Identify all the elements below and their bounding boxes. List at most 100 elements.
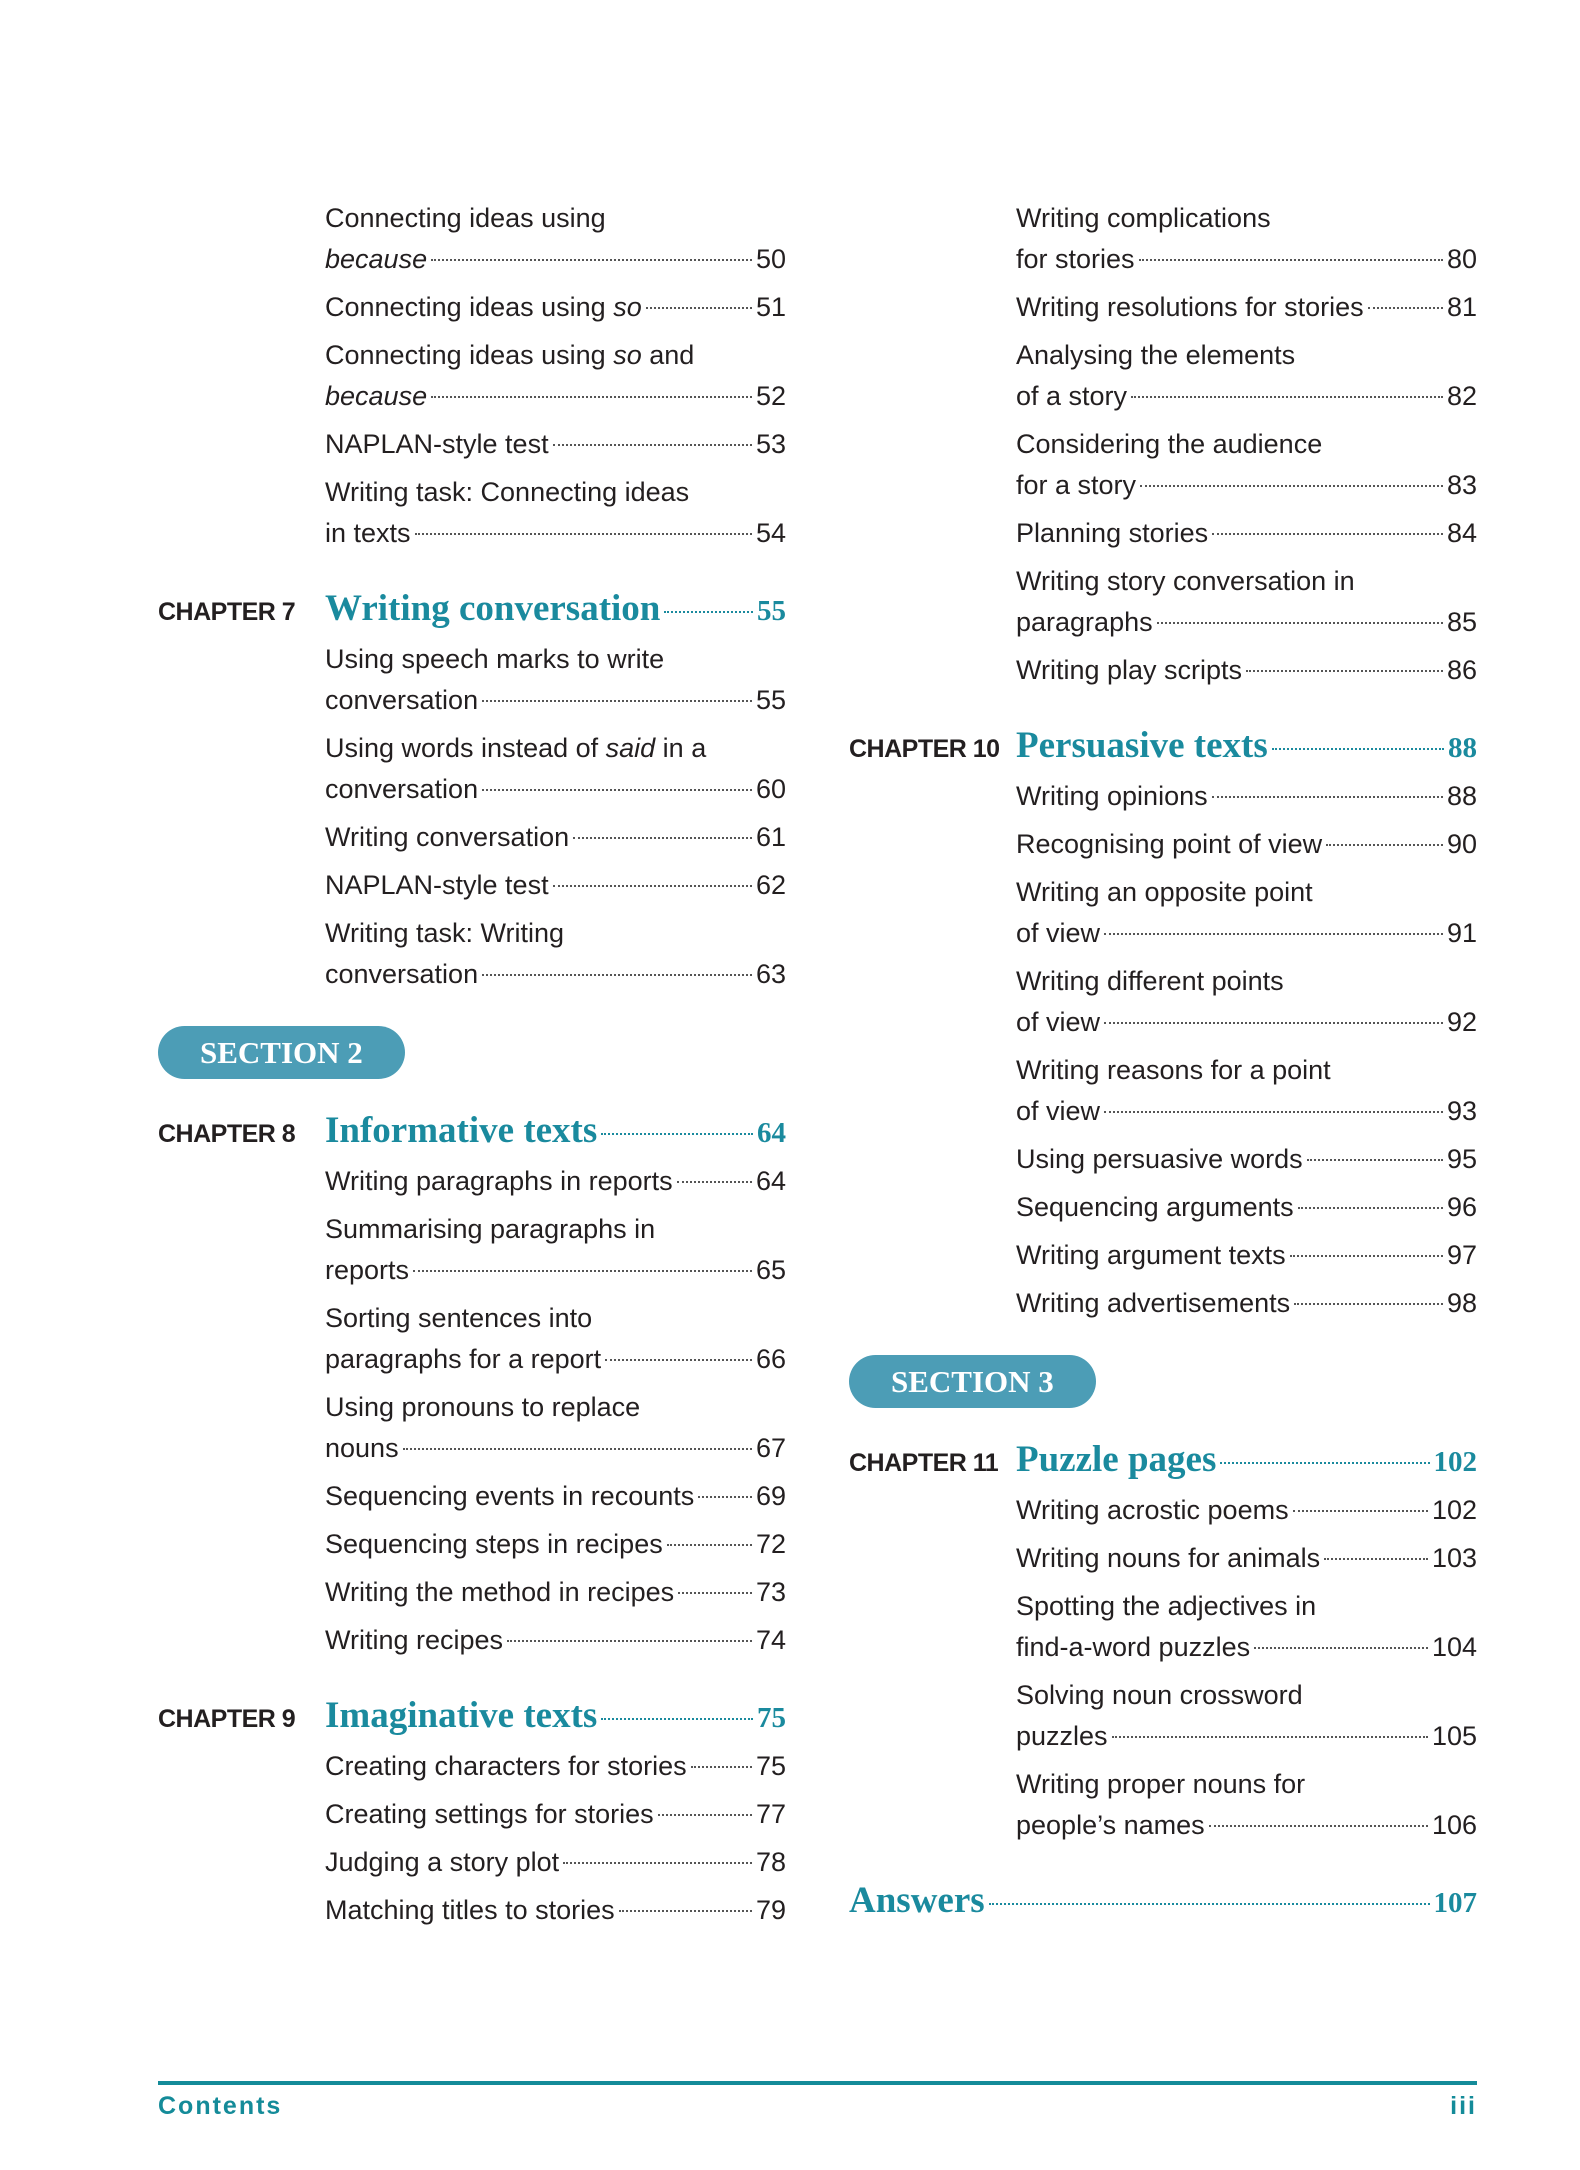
- chapter-heading[interactable]: CHAPTER 11 Puzzle pages 102: [849, 1435, 1477, 1485]
- toc-entry-line: Creating characters for stories 75: [325, 1746, 786, 1787]
- toc-entry[interactable]: Writing the method in recipes 73: [325, 1572, 786, 1613]
- toc-entry[interactable]: Writing recipes 74: [325, 1620, 786, 1661]
- chapter-heading[interactable]: CHAPTER 9 Imaginative texts 75: [158, 1691, 786, 1741]
- toc-entry[interactable]: Writing an opposite point of view 91: [1016, 872, 1477, 954]
- text-segment: so: [613, 292, 642, 322]
- toc-entry-line: Writing task: Connecting ideas: [325, 472, 786, 513]
- page-number: 50: [755, 244, 786, 274]
- toc-entry[interactable]: Spotting the adjectives in find-a-word pu…: [1016, 1586, 1477, 1668]
- toc-entry[interactable]: Writing paragraphs in reports 64: [325, 1161, 786, 1202]
- toc-entry[interactable]: Analysing the elements of a story 82: [1016, 335, 1477, 417]
- page-number: 53: [755, 429, 786, 459]
- text-segment: Sequencing events in recounts: [325, 1481, 695, 1511]
- toc-entry[interactable]: Writing acrostic poems 102: [1016, 1490, 1477, 1531]
- toc-entry-line: because 50: [325, 239, 786, 280]
- toc-entry-text: for stories: [1016, 239, 1135, 280]
- page-number: 81: [1446, 292, 1477, 322]
- toc-entry[interactable]: Planning stories 84: [1016, 513, 1477, 554]
- dot-leader: [1211, 796, 1443, 798]
- dot-leader: [573, 837, 752, 839]
- toc-entry-text: reports: [325, 1250, 409, 1291]
- dot-leader: [1140, 485, 1443, 487]
- toc-entry[interactable]: Writing resolutions for stories 81: [1016, 287, 1477, 328]
- toc-entry-text: Recognising point of view: [1016, 824, 1322, 865]
- toc-entry[interactable]: Using persuasive words 95: [1016, 1139, 1477, 1180]
- toc-entry[interactable]: Recognising point of view 90: [1016, 824, 1477, 865]
- chapter-heading[interactable]: CHAPTER 10 Persuasive texts 88: [849, 721, 1477, 771]
- toc-entry[interactable]: Summarising paragraphs in reports 65: [325, 1209, 786, 1291]
- toc-entry[interactable]: Writing story conversation in paragraphs 8…: [1016, 561, 1477, 643]
- toc-entry-line: Writing task: Writing: [325, 913, 786, 954]
- toc-entry[interactable]: Matching titles to stories 79: [325, 1890, 786, 1931]
- toc-entry[interactable]: Writing reasons for a point of view 93: [1016, 1050, 1477, 1132]
- toc-entry[interactable]: Sequencing arguments 96: [1016, 1187, 1477, 1228]
- toc-entry-line: Writing complications: [1016, 198, 1477, 239]
- dot-leader: [605, 1359, 752, 1361]
- page-number: 62: [755, 870, 786, 900]
- toc-entry[interactable]: Writing opinions 88: [1016, 776, 1477, 817]
- dot-leader: [482, 789, 752, 791]
- page-number: 102: [1431, 1495, 1477, 1525]
- text-segment: and: [641, 340, 695, 370]
- dot-leader: [1271, 748, 1444, 750]
- chapter-heading[interactable]: CHAPTER 7 Writing conversation 55: [158, 584, 786, 634]
- toc-entry[interactable]: Writing task: Writing conversation 63: [325, 913, 786, 995]
- toc-entry[interactable]: Solving noun crossword puzzles 105: [1016, 1675, 1477, 1757]
- toc-entry[interactable]: Connecting ideas using so 51: [325, 287, 786, 328]
- toc-entry[interactable]: Writing nouns for animals 103: [1016, 1538, 1477, 1579]
- toc-entry[interactable]: Writing proper nouns for people’s names 10…: [1016, 1764, 1477, 1846]
- toc-entry[interactable]: Using speech marks to write conversation 5…: [325, 639, 786, 721]
- toc-entry[interactable]: NAPLAN-style test 62: [325, 865, 786, 906]
- toc-entry[interactable]: Judging a story plot 78: [325, 1842, 786, 1883]
- toc-entry[interactable]: Writing different points of view 92: [1016, 961, 1477, 1043]
- toc-entry-line: Writing proper nouns for: [1016, 1764, 1477, 1805]
- toc-entry[interactable]: Considering the audience for a story 83: [1016, 424, 1477, 506]
- text-segment: Connecting ideas using: [325, 292, 614, 322]
- toc-entry[interactable]: Writing task: Connecting ideas in texts 54: [325, 472, 786, 554]
- dot-leader: [431, 396, 752, 398]
- toc-entry[interactable]: Writing complications for stories 80: [1016, 198, 1477, 280]
- toc-entry[interactable]: Creating characters for stories 75: [325, 1746, 786, 1787]
- dot-leader: [552, 885, 752, 887]
- toc-right-column: Writing complications for stories 80 Writin…: [849, 191, 1477, 1924]
- toc-entry[interactable]: Writing play scripts 86: [1016, 650, 1477, 691]
- dot-leader: [552, 444, 752, 446]
- page-number: 96: [1446, 1192, 1477, 1222]
- toc-entry[interactable]: Creating settings for stories 77: [325, 1794, 786, 1835]
- toc-entry-line: Writing an opposite point: [1016, 872, 1477, 913]
- toc-entry-text: Writing play scripts: [1016, 650, 1242, 691]
- dot-leader: [1289, 1255, 1443, 1257]
- toc-entry[interactable]: Writing argument texts 97: [1016, 1235, 1477, 1276]
- toc-entry[interactable]: Using pronouns to replace nouns 67: [325, 1387, 786, 1469]
- text-segment: NAPLAN-style test: [325, 870, 549, 900]
- toc-entry[interactable]: Sequencing steps in recipes 72: [325, 1524, 786, 1565]
- toc-entry[interactable]: Using words instead of said in a conversa…: [325, 728, 786, 810]
- toc-entry[interactable]: Connecting ideas using because 50: [325, 198, 786, 280]
- chapter-heading[interactable]: CHAPTER 8 Informative texts 64: [158, 1106, 786, 1156]
- text-segment: because: [325, 381, 428, 411]
- chapter-title: Puzzle pages: [1016, 1439, 1217, 1480]
- toc-entry[interactable]: Writing advertisements 98: [1016, 1283, 1477, 1324]
- text-segment: Using words instead of: [325, 733, 606, 763]
- text-segment: Solving noun crossword: [1016, 1680, 1303, 1710]
- chapter-heading[interactable]: Answers 107: [849, 1876, 1477, 1926]
- toc-entry-line: Connecting ideas using so and: [325, 335, 786, 376]
- toc-entry-line: Analysing the elements: [1016, 335, 1477, 376]
- toc-entry[interactable]: Sequencing events in recounts 69: [325, 1476, 786, 1517]
- toc-entry-text: of view: [1016, 1091, 1100, 1132]
- toc-entry-text: Solving noun crossword: [1016, 1680, 1303, 1710]
- page-number: 67: [755, 1433, 786, 1463]
- text-segment: nouns: [325, 1433, 399, 1463]
- toc-entry-text: Writing proper nouns for: [1016, 1769, 1305, 1799]
- toc-entry-line: because 52: [325, 376, 786, 417]
- toc-entry-text: Spotting the adjectives in: [1016, 1591, 1316, 1621]
- page-number: 63: [755, 959, 786, 989]
- toc-entry[interactable]: Sorting sentences into paragraphs for a r…: [325, 1298, 786, 1380]
- toc-entry[interactable]: NAPLAN-style test 53: [325, 424, 786, 465]
- text-segment: conversation: [325, 774, 479, 804]
- toc-entry-text: Using pronouns to replace: [325, 1392, 640, 1422]
- toc-entry[interactable]: Writing conversation 61: [325, 817, 786, 858]
- dot-leader: [698, 1496, 752, 1498]
- text-segment: Using persuasive words: [1016, 1144, 1303, 1174]
- toc-entry[interactable]: Connecting ideas using so and because 52: [325, 335, 786, 417]
